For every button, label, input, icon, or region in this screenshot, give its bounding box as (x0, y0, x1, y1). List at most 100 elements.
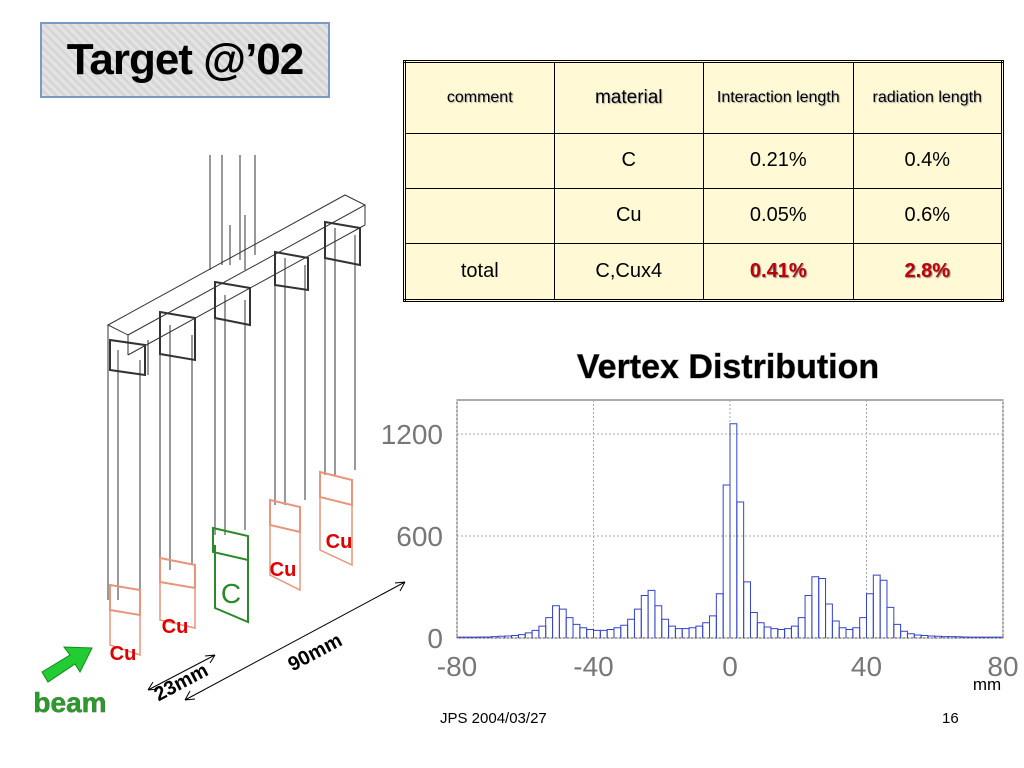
histogram-bar (770, 628, 779, 638)
cell: Cu (553, 187, 704, 244)
histogram-bar (831, 620, 840, 638)
histogram-bar (906, 633, 915, 638)
histogram-bar (736, 501, 745, 638)
histogram-bar (790, 625, 799, 638)
histogram-bar (593, 629, 601, 638)
target-diagram: Cu Cu C Cu Cu 23mm 90mm beam (33, 155, 406, 718)
cell: 0.05% (703, 187, 854, 244)
histogram-bar (552, 605, 560, 638)
histogram-bar (620, 624, 629, 638)
histogram-bar (859, 617, 867, 638)
histogram-bar (674, 628, 683, 638)
histogram-bar (995, 636, 1004, 638)
histogram-bar (804, 595, 813, 638)
frame (107, 225, 356, 600)
histogram-bar (866, 593, 874, 638)
beam-arrow (41, 646, 93, 683)
x-tick-label: 40 (851, 651, 882, 682)
histogram-bar (729, 423, 738, 638)
y-tick-label: 1200 (381, 419, 443, 450)
chart-title: Vertex Distribution (577, 348, 879, 386)
histogram-bar (811, 576, 820, 638)
beam-label: beam (33, 687, 106, 718)
histogram-bar (531, 629, 540, 638)
crossbar (106, 194, 367, 356)
histogram-bar (668, 625, 676, 638)
histogram-bar (743, 581, 751, 638)
dimension-arrow (147, 581, 406, 701)
histogram-bar (838, 627, 847, 638)
header-cell: Interaction length (703, 61, 854, 134)
histogram-bar (627, 618, 635, 638)
x-axis-label: mm (973, 675, 1001, 694)
cell: 0.41% (703, 242, 854, 302)
histogram-bar (613, 627, 622, 638)
histogram-bar (695, 625, 704, 638)
histogram-bar (763, 626, 772, 638)
x-tick-label: -40 (573, 651, 613, 682)
cell (404, 133, 555, 189)
cell: 2.8% (852, 242, 1003, 302)
x-tick-label: 80 (987, 651, 1018, 682)
histogram-bar (825, 603, 833, 638)
x-tick-label: 0 (722, 651, 738, 682)
histogram-bar (688, 627, 697, 638)
cell: 0.6% (852, 187, 1003, 244)
holder-box (109, 220, 361, 377)
histogram-bar (900, 630, 908, 638)
target-label: C (221, 578, 241, 609)
material-table: comment material Interaction length radiati… (403, 60, 1004, 302)
histogram-bar (681, 628, 690, 638)
histogram-bar (661, 618, 670, 638)
target-label: Cu (162, 616, 189, 638)
histogram-bar (749, 612, 758, 638)
slide-title: Target @’02 (40, 22, 330, 98)
histogram-bar (872, 574, 881, 638)
target-label: Cu (326, 531, 353, 553)
x-tick-label: -80 (437, 651, 477, 682)
histogram-bar (647, 589, 656, 638)
histogram-bar (893, 623, 902, 638)
histogram-bar (599, 629, 608, 638)
histogram-bar (565, 617, 574, 638)
histogram-bar (886, 606, 895, 638)
footer-text: JPS 2004/03/27 (440, 710, 547, 727)
target-label: Cu (110, 643, 137, 665)
header-cell: material (553, 61, 704, 134)
histogram-bar (715, 593, 724, 638)
histogram-bar (654, 605, 663, 638)
histogram-bar (702, 622, 711, 638)
histogram-bar (784, 628, 792, 638)
histogram-bar (640, 595, 649, 638)
histogram-bar (606, 629, 615, 638)
cell: total (404, 242, 555, 302)
histogram-bar (586, 629, 594, 638)
header-cell: radiation length (852, 61, 1003, 134)
histogram-bar (777, 629, 786, 638)
y-tick-label: 0 (427, 623, 443, 654)
histogram-bar (845, 629, 854, 638)
c-target (212, 526, 249, 624)
cell: 0.4% (852, 133, 1003, 189)
histogram-bar (572, 623, 581, 638)
histogram-bar (797, 617, 806, 638)
histogram-bar (545, 617, 554, 638)
histogram-bar (709, 615, 717, 638)
y-tick-label: 600 (396, 521, 443, 552)
histogram-bar (538, 625, 547, 638)
histogram-bar (524, 632, 533, 638)
page-number: 16 (942, 710, 959, 727)
histogram-bar (558, 608, 567, 638)
header-cell: comment (404, 61, 555, 134)
histogram-bar (579, 627, 588, 638)
target-label: Cu (270, 559, 297, 581)
cell (404, 187, 555, 244)
histogram-bar (818, 578, 827, 638)
histogram-bar (722, 484, 731, 638)
cu-frame (109, 497, 353, 657)
histogram-bar (756, 622, 765, 638)
cell: C,Cux4 (553, 242, 704, 302)
histogram-bar (852, 627, 861, 638)
